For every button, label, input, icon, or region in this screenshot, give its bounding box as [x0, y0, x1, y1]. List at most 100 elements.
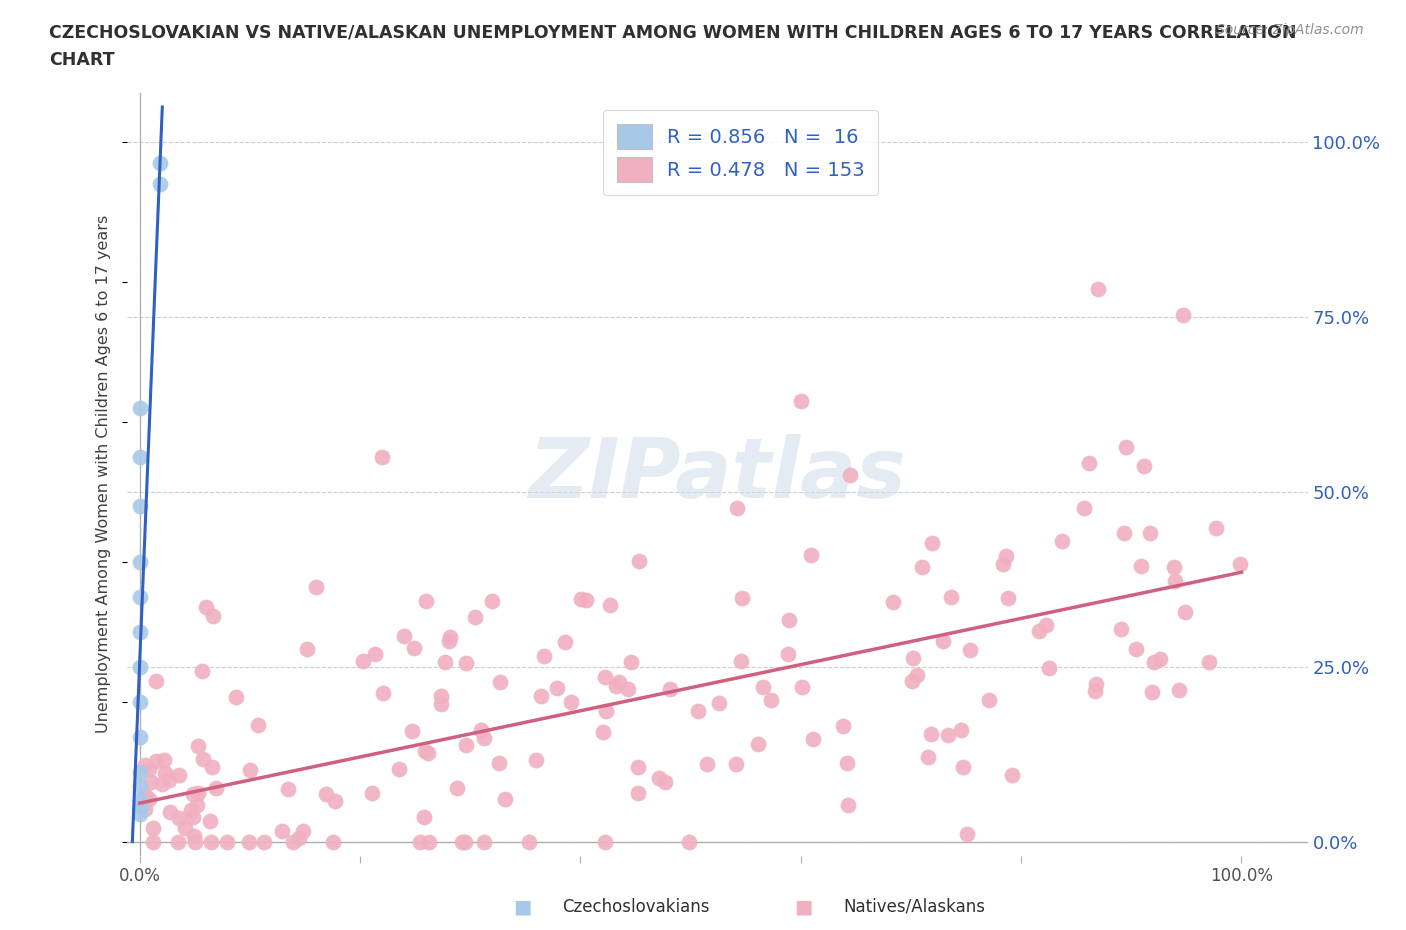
Point: [599, 598, 621, 613]
Point: [401, 724, 423, 738]
Point: [271, 824, 294, 839]
Point: [252, 834, 274, 849]
Point: [837, 756, 859, 771]
Point: [388, 762, 411, 777]
Point: [128, 498, 150, 513]
Point: [595, 834, 617, 849]
Point: [627, 760, 650, 775]
Point: [1078, 455, 1101, 470]
Point: [1125, 641, 1147, 656]
Point: [394, 629, 416, 644]
Point: [1115, 440, 1137, 455]
Point: [134, 758, 156, 773]
Point: [472, 834, 495, 849]
Point: [418, 834, 440, 849]
Point: [995, 549, 1018, 564]
Point: [361, 786, 384, 801]
Point: [790, 393, 813, 408]
Point: [533, 649, 555, 664]
Point: [200, 834, 222, 849]
Point: [128, 799, 150, 814]
Point: [352, 654, 374, 669]
Point: [1142, 685, 1164, 700]
Point: [952, 760, 974, 775]
Point: [1114, 525, 1136, 540]
Point: [128, 449, 150, 464]
Point: [238, 834, 260, 849]
Point: [187, 738, 209, 753]
Point: [430, 689, 453, 704]
Point: [295, 642, 318, 657]
Point: [932, 634, 955, 649]
Text: Natives/Alaskans: Natives/Alaskans: [844, 897, 986, 916]
Point: [939, 590, 962, 604]
Point: [593, 670, 616, 684]
Point: [678, 834, 700, 849]
Point: [725, 500, 748, 515]
Point: [1205, 521, 1227, 536]
Point: [1084, 676, 1107, 691]
Point: [153, 765, 176, 780]
Point: [434, 654, 457, 669]
Point: [128, 792, 150, 807]
Point: [620, 655, 643, 670]
Point: [979, 693, 1001, 708]
Point: [1001, 767, 1024, 782]
Point: [180, 803, 202, 817]
Point: [371, 449, 394, 464]
Point: [150, 777, 173, 791]
Point: [778, 646, 800, 661]
Point: [1038, 660, 1060, 675]
Point: [627, 786, 650, 801]
Point: [364, 646, 387, 661]
Point: [1084, 684, 1107, 698]
Point: [153, 753, 176, 768]
Point: [605, 678, 627, 693]
Point: [554, 634, 576, 649]
Point: [157, 773, 180, 788]
Point: [648, 771, 671, 786]
Point: [418, 746, 440, 761]
Point: [921, 536, 943, 551]
Point: [617, 681, 640, 696]
Point: [1168, 683, 1191, 698]
Point: [239, 763, 262, 777]
Text: Source: ZipAtlas.com: Source: ZipAtlas.com: [1216, 23, 1364, 37]
Point: [574, 592, 596, 607]
Point: [181, 787, 204, 802]
Point: [198, 813, 221, 828]
Point: [128, 590, 150, 604]
Point: [696, 756, 718, 771]
Point: [1173, 308, 1195, 323]
Point: [654, 775, 676, 790]
Point: [128, 806, 150, 821]
Point: [472, 730, 495, 745]
Point: [139, 774, 162, 789]
Point: [901, 651, 924, 666]
Text: Czechoslovakians: Czechoslovakians: [562, 897, 710, 916]
Point: [686, 704, 709, 719]
Point: [607, 674, 630, 689]
Point: [456, 656, 478, 671]
Point: [1198, 655, 1220, 670]
Point: [202, 609, 225, 624]
Point: [1164, 574, 1187, 589]
Point: [494, 791, 516, 806]
Text: ■: ■: [513, 897, 531, 916]
Point: [832, 719, 855, 734]
Point: [790, 680, 813, 695]
Point: [128, 401, 150, 416]
Point: [956, 827, 979, 842]
Point: [801, 732, 824, 747]
Point: [191, 664, 214, 679]
Point: [184, 834, 207, 849]
Point: [1130, 558, 1153, 573]
Point: [453, 834, 475, 849]
Point: [454, 737, 477, 752]
Point: [149, 155, 172, 170]
Point: [446, 780, 468, 795]
Point: [882, 594, 904, 609]
Point: [949, 723, 972, 737]
Point: [145, 674, 167, 689]
Point: [936, 727, 959, 742]
